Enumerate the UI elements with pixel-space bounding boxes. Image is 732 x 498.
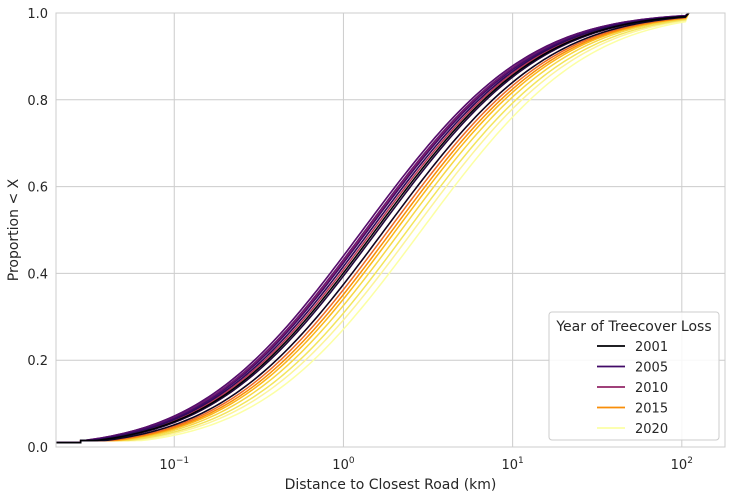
series-layer	[56, 12, 690, 444]
y-tick-label: 0.6	[27, 181, 48, 196]
legend-label-2005: 2005	[635, 361, 668, 376]
cdf-line-2015	[56, 12, 690, 444]
legend: Year of Treecover Loss 2001 2005 2010 2015 2…	[548, 311, 720, 441]
plot-frame	[55, 12, 726, 448]
y-tick-label: 0.0	[27, 441, 48, 456]
y-axis-label: Proportion < X	[6, 178, 22, 281]
y-tick-label: 0.2	[27, 354, 48, 369]
cdf-line-2019	[56, 12, 690, 444]
x-tick-label: 10−1	[159, 456, 189, 473]
cdf-line-2001	[56, 12, 690, 444]
x-tick-label: 101	[501, 456, 523, 473]
cdf-line-2014	[56, 12, 690, 444]
y-tick-label: 1.0	[27, 7, 48, 22]
cdf-line-2020	[56, 12, 690, 444]
legend-title: Year of Treecover Loss	[555, 319, 711, 335]
legend-label-2015: 2015	[635, 402, 668, 417]
cdf-line-2003	[56, 12, 690, 444]
cdf-line-2018	[56, 12, 690, 444]
cdf-line-2004	[56, 12, 690, 444]
y-tick-label: 0.4	[27, 267, 48, 282]
legend-label-2001: 2001	[635, 340, 668, 355]
legend-label-2010: 2010	[635, 381, 668, 396]
x-axis-label: Distance to Closest Road (km)	[285, 477, 497, 493]
legend-box	[548, 311, 720, 441]
cdf-line-2005	[56, 12, 690, 444]
cdf-line-2007	[56, 12, 690, 444]
cdf-line-2016	[56, 12, 690, 444]
cdf-line-2017	[56, 12, 690, 444]
cdf-line-2006	[56, 12, 690, 444]
cdf-line-2002	[56, 12, 690, 444]
y-tick-labels: 0.0 0.2 0.4 0.6 0.8 1.0	[27, 7, 48, 456]
x-tick-label: 100	[332, 456, 355, 473]
cdf-line-2011	[56, 12, 690, 444]
y-tick-label: 0.8	[27, 94, 48, 109]
x-tick-labels: 10−1 100 101 102	[159, 456, 693, 473]
legend-label-2020: 2020	[635, 422, 668, 437]
x-tick-label: 102	[671, 456, 693, 473]
